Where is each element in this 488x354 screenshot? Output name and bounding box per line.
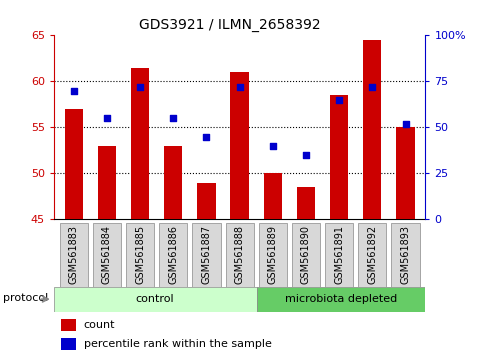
FancyBboxPatch shape [159, 223, 187, 287]
Bar [396, 127, 414, 219]
Point [302, 152, 309, 158]
Point [401, 121, 408, 127]
Bar [64, 109, 82, 219]
Point [202, 134, 210, 139]
Point [103, 115, 111, 121]
Bar [98, 146, 116, 219]
FancyBboxPatch shape [256, 287, 425, 312]
Point [169, 115, 177, 121]
Point [235, 84, 243, 90]
Point [70, 88, 78, 93]
FancyBboxPatch shape [192, 223, 220, 287]
Text: GSM561884: GSM561884 [102, 225, 112, 284]
Text: count: count [83, 320, 115, 330]
Text: GDS3921 / ILMN_2658392: GDS3921 / ILMN_2658392 [139, 18, 320, 32]
Bar [263, 173, 282, 219]
Text: GSM561890: GSM561890 [300, 225, 310, 284]
Text: GSM561888: GSM561888 [234, 225, 244, 284]
Text: GSM561886: GSM561886 [168, 225, 178, 284]
Point [268, 143, 276, 149]
FancyBboxPatch shape [358, 223, 386, 287]
Text: control: control [136, 294, 174, 304]
Bar [61, 338, 76, 350]
Bar [164, 146, 182, 219]
Bar [197, 183, 215, 219]
Bar [329, 95, 347, 219]
Text: percentile rank within the sample: percentile rank within the sample [83, 339, 271, 349]
Text: GSM561893: GSM561893 [400, 225, 410, 284]
Bar [296, 187, 314, 219]
FancyBboxPatch shape [390, 223, 419, 287]
Text: GSM561885: GSM561885 [135, 225, 145, 284]
Point [367, 84, 375, 90]
Bar [230, 72, 248, 219]
Point [136, 84, 143, 90]
FancyBboxPatch shape [325, 223, 352, 287]
FancyBboxPatch shape [126, 223, 154, 287]
Text: GSM561892: GSM561892 [366, 225, 377, 284]
Text: GSM561889: GSM561889 [267, 225, 277, 284]
Text: GSM561883: GSM561883 [68, 225, 79, 284]
FancyBboxPatch shape [258, 223, 286, 287]
Point [335, 97, 343, 103]
FancyBboxPatch shape [54, 287, 256, 312]
Bar [61, 319, 76, 331]
Text: GSM561887: GSM561887 [201, 225, 211, 284]
Bar [363, 40, 381, 219]
Text: protocol: protocol [3, 293, 48, 303]
FancyBboxPatch shape [225, 223, 253, 287]
Text: GSM561891: GSM561891 [333, 225, 344, 284]
FancyBboxPatch shape [60, 223, 88, 287]
FancyBboxPatch shape [291, 223, 320, 287]
Bar [131, 68, 149, 219]
FancyBboxPatch shape [93, 223, 121, 287]
Text: microbiota depleted: microbiota depleted [284, 294, 396, 304]
